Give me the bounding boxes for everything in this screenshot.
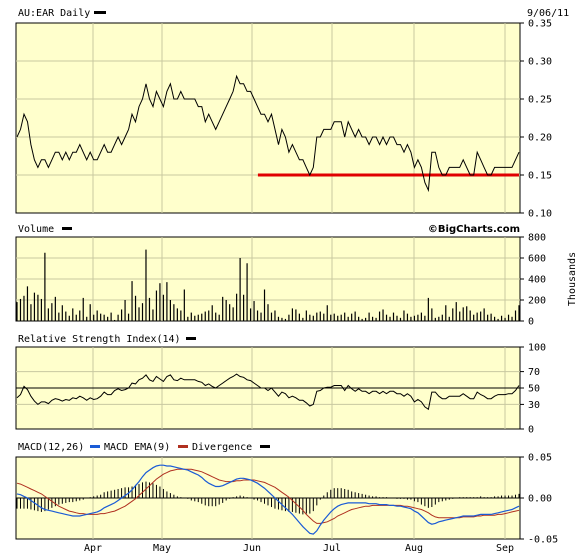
y-tick-label: 0.20 [528,133,552,144]
macd-ema-line [16,468,520,524]
y-tick-label: -0.05 [528,535,558,546]
volume-legend-swatch [62,227,72,230]
y-tick-label: 70 [528,367,540,378]
volume-title: Volume [18,224,54,235]
y-tick-label: 800 [528,233,546,244]
month-label: Jul [323,543,341,554]
rsi-legend-swatch [186,337,196,340]
month-label: May [153,543,171,554]
y-tick-label: 0.35 [528,19,552,30]
price-panel: 0.35 0.30 0.25 0.20 0.15 0.10 AU:EAR Daily 9/… [15,8,569,220]
y-tick-label: 0.15 [528,171,552,182]
price-title: AU:EAR Daily [18,8,90,19]
y-tick-label: 0.05 [528,453,552,464]
y-tick-label: 0.25 [528,95,552,106]
y-tick-label: 100 [528,343,546,354]
y-tick-label: 0.00 [528,494,552,505]
y-tick-label: 30 [528,400,540,411]
y-tick-label: 400 [528,275,546,286]
volume-panel: 800 600 400 200 0 Volume ©BigCharts.com Thou… [15,224,578,328]
divergence-legend: Divergence [192,442,252,453]
month-label: Aug [405,543,423,554]
chart-date: 9/06/11 [527,8,569,19]
macd-legend-swatch [90,445,100,448]
divergence-legend-swatch [260,445,270,448]
y-tick-label: 0.30 [528,57,552,68]
macd-title: MACD(12,26) [18,442,84,453]
macd-ema-legend: MACD EMA(9) [104,442,170,453]
month-label: Apr [84,543,102,554]
macd-panel: 0.05 0.00 -0.05 MACD(12,26) MACD EMA(9) Di… [15,442,558,546]
y-tick-label: 200 [528,296,546,307]
price-legend-swatch [94,11,106,14]
y-tick-label: 0.10 [528,209,552,220]
price-line [16,74,520,193]
rsi-title: Relative Strength Index(14) [18,334,181,345]
month-label: Sep [496,543,514,554]
x-axis-months: Apr May Jun Jul Aug Sep [84,543,514,554]
volume-unit-label: Thousands [567,252,578,306]
y-tick-label: 0 [528,317,534,328]
macd-line [16,464,520,535]
y-tick-label: 600 [528,254,546,265]
y-tick-label: 0 [528,425,534,436]
rsi-line [16,373,520,411]
rsi-panel: 100 70 50 30 0 Relative Strength Index(14) [15,334,546,436]
month-label: Jun [243,543,261,554]
y-tick-label: 50 [528,384,540,395]
watermark: ©BigCharts.com [428,224,520,235]
ema-legend-swatch [178,445,188,448]
